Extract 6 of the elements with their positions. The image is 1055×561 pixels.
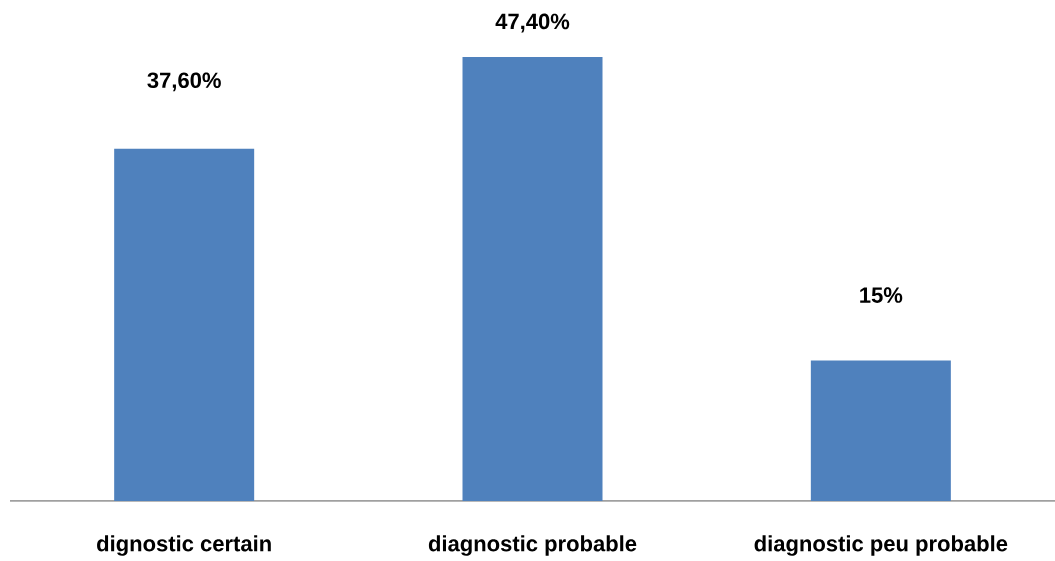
data-label: 15%	[860, 287, 903, 303]
x-tick-label: dignostic certain	[97, 535, 271, 556]
data-label: 47,40%	[495, 13, 570, 33]
x-tick-label: diagnostic probable	[428, 535, 637, 556]
data-label: 37,60%	[147, 72, 221, 92]
x-tick-label: diagnostic peu probable	[754, 535, 1008, 556]
